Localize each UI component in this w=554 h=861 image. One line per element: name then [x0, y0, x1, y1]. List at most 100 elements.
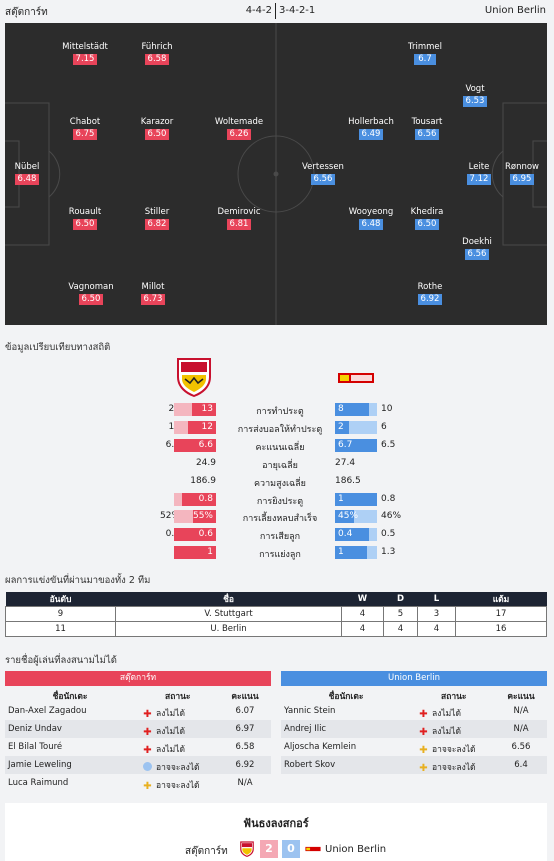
- away-player[interactable]: Wooyeong 6.48: [341, 207, 401, 230]
- away-player[interactable]: Vertessen 6.56: [293, 162, 353, 185]
- stats-title: ข้อมูลเปรียบเทียบทางสถิติ: [5, 342, 111, 353]
- player-name: Rouault: [68, 207, 102, 217]
- away-crest-icon: [338, 373, 374, 383]
- player-name: Woltemade: [214, 117, 264, 127]
- home-player[interactable]: Mittelstädt 7.15: [55, 42, 115, 65]
- fan-vote-away-team: Union Berlin: [325, 844, 387, 855]
- injury-cross-icon: ✚: [419, 709, 428, 720]
- col-points: แต้ม: [455, 592, 547, 607]
- player-rating-badge: 6.56: [414, 129, 440, 140]
- away-player[interactable]: Rothe 6.92: [400, 282, 460, 305]
- player-name: Demirovic: [217, 207, 261, 217]
- home-total-value: 52%: [159, 511, 180, 522]
- home-player[interactable]: Rouault 6.50: [55, 207, 115, 230]
- pitch-markings: [5, 23, 547, 325]
- list-item[interactable]: Aljoscha Kemlein ✚ อาจจะลงได้ 6.56: [281, 738, 547, 756]
- player-name: Stiller: [144, 207, 170, 217]
- away-player[interactable]: Hollerbach 6.49: [341, 117, 401, 140]
- away-player[interactable]: Tousart 6.56: [397, 117, 457, 140]
- missing-player-name: Robert Skov: [284, 760, 336, 770]
- player-rating-badge: 6.50: [72, 219, 98, 230]
- home-player[interactable]: Nübel 6.48: [5, 162, 57, 185]
- away-stat-fill: 8: [335, 403, 369, 416]
- player-rating-badge: 6.49: [358, 129, 384, 140]
- list-item[interactable]: Luca Raimund ✚ อาจจะลงได้ N/A: [5, 774, 271, 792]
- home-score-vote[interactable]: 2: [260, 840, 278, 858]
- away-player[interactable]: Leite 7.12: [449, 162, 509, 185]
- home-player[interactable]: Vagnoman 6.50: [61, 282, 121, 305]
- list-item[interactable]: Andrej Ilic ✚ ลงไม่ได้ N/A: [281, 720, 547, 738]
- away-player[interactable]: Vogt 6.53: [445, 84, 505, 107]
- missing-player-score: 6.56: [511, 742, 531, 752]
- status-text: อาจจะลงได้: [432, 763, 476, 773]
- missing-player-name: Yannic Stein: [284, 706, 336, 716]
- away-stat-bar: 2: [335, 420, 377, 434]
- stat-row: 0.5 0.6 0.4 0.5 การเสียลูก: [150, 528, 410, 542]
- home-stat-bar: 55%: [174, 510, 216, 524]
- list-item[interactable]: Dan-Axel Zagadou ✚ ลงไม่ได้ 6.07: [5, 702, 271, 720]
- away-total-value: 10: [381, 404, 393, 414]
- lineup-pitch: Nübel 6.48 Mittelstädt 7.15 Chabot 6.75 Rouaul…: [5, 23, 547, 325]
- player-rating-badge: 6.26: [226, 129, 252, 140]
- away-stat-fill: 1: [335, 492, 377, 506]
- missing-player-status: ✚ ลงไม่ได้: [143, 706, 185, 720]
- home-player[interactable]: Stiller 6.82: [127, 207, 187, 230]
- player-name: Doekhi: [462, 237, 492, 247]
- missing-player-name: Andrej Ilic: [284, 724, 327, 734]
- player-rating-badge: 6.82: [144, 219, 170, 230]
- away-stat-bar: 6.7: [335, 438, 377, 452]
- col-name: ชื่อ: [115, 592, 342, 607]
- status-text: ลงไม่ได้: [156, 745, 186, 755]
- col-player-name: ชื่อนักเตะ: [328, 692, 364, 702]
- player-name: Rothe: [417, 282, 443, 292]
- home-stat-fill: 6.6: [174, 438, 216, 452]
- table-row: 9 V. Stuttgart 4 5 3 17: [5, 606, 547, 622]
- player-rating-badge: 6.50: [414, 219, 440, 230]
- away-stat-fill: 2: [335, 420, 349, 434]
- away-player[interactable]: Rønnow 6.95: [492, 162, 547, 185]
- player-name: Khedira: [410, 207, 444, 217]
- injury-cross-icon: ✚: [419, 727, 428, 738]
- away-stat-bar: 8: [335, 403, 377, 416]
- list-item[interactable]: Robert Skov ✚ อาจจะลงได้ 6.4: [281, 756, 547, 774]
- away-stat-fill: 0.4: [335, 528, 369, 542]
- col-player-name: ชื่อนักเตะ: [52, 692, 88, 702]
- list-item[interactable]: Deniz Undav ✚ ลงไม่ได้ 6.97: [5, 720, 271, 738]
- home-player[interactable]: Millot 6.73: [123, 282, 183, 305]
- home-player[interactable]: Führich 6.58: [127, 42, 187, 65]
- missing-column-headers: ชื่อนักเตะ สถานะ คะแนน: [5, 686, 271, 702]
- list-item[interactable]: Yannic Stein ✚ ลงไม่ได้ N/A: [281, 702, 547, 720]
- col-status: สถานะ: [165, 692, 191, 702]
- away-crest-small-icon: [305, 846, 321, 852]
- player-name: Vogt: [465, 84, 485, 94]
- stat-label: การเลี้ยงหลบสำเร็จ: [242, 514, 318, 525]
- col-score: คะแนน: [231, 692, 259, 702]
- player-rating-badge: 6.56: [310, 174, 336, 185]
- col-rank: อันดับ: [5, 592, 116, 607]
- away-player[interactable]: Trimmel 6.7: [395, 42, 455, 65]
- away-score-vote[interactable]: 0: [282, 840, 300, 858]
- away-total-value: 1.3: [381, 547, 396, 558]
- list-item[interactable]: El Bilal Touré ✚ ลงไม่ได้ 6.58: [5, 738, 271, 756]
- away-player[interactable]: Khedira 6.50: [397, 207, 457, 230]
- away-stat-fill: 1: [335, 546, 368, 560]
- status-text: อาจจะลงได้: [156, 781, 200, 791]
- home-player[interactable]: Chabot 6.75: [55, 117, 115, 140]
- home-player[interactable]: Karazor 6.50: [127, 117, 187, 140]
- away-formation: 3-4-2-1: [279, 5, 316, 16]
- away-player[interactable]: Doekhi 6.56: [447, 237, 507, 260]
- player-name: Karazor: [140, 117, 174, 127]
- list-item[interactable]: Jamie Leweling อาจจะลงได้ 6.92: [5, 756, 271, 774]
- missing-player-score: 6.92: [235, 760, 255, 770]
- col-status: สถานะ: [441, 692, 467, 702]
- col-score: คะแนน: [507, 692, 535, 702]
- stat-label: คะแนนเฉลี่ย: [255, 442, 305, 453]
- home-crest-icon: [177, 358, 211, 397]
- player-name: Rønnow: [504, 162, 540, 172]
- home-player[interactable]: Woltemade 6.26: [209, 117, 269, 140]
- away-total-value: 6: [381, 421, 387, 432]
- home-stat-bar: 1: [174, 546, 216, 560]
- home-player[interactable]: Demirovic 6.81: [209, 207, 269, 230]
- player-name: Vagnoman: [68, 282, 114, 292]
